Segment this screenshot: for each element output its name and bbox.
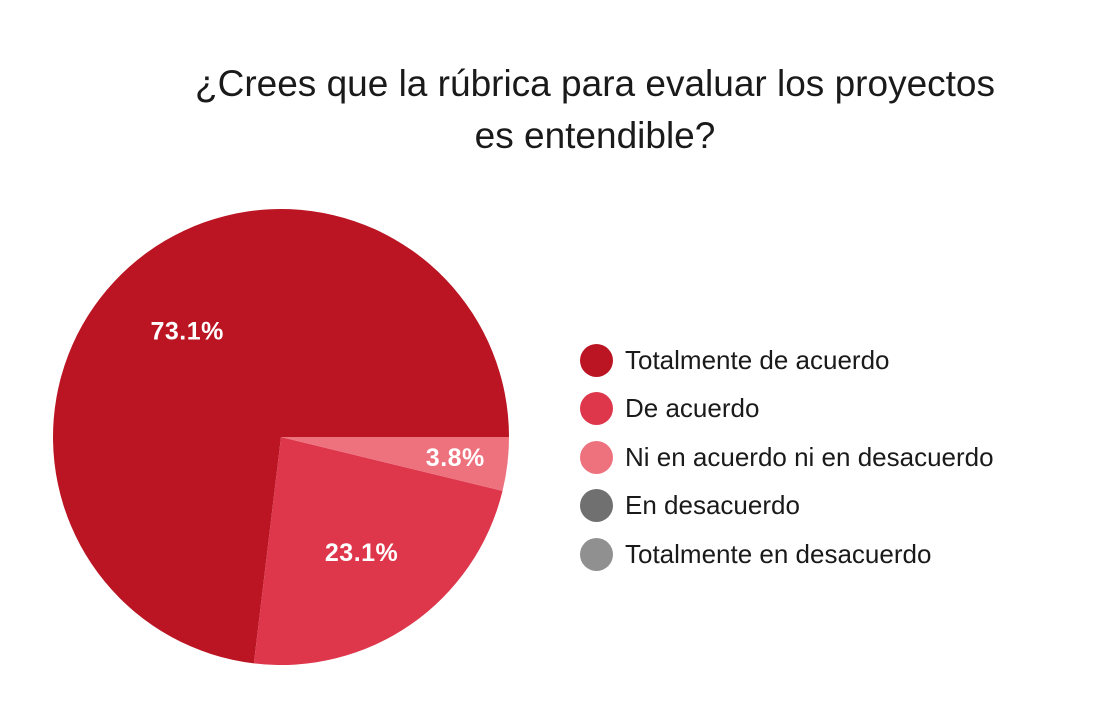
- legend-item-de-acuerdo: De acuerdo: [580, 385, 994, 434]
- pie-slice-de-acuerdo: [253, 437, 503, 666]
- legend-swatch: [580, 392, 613, 426]
- pie-slice-ni-en-acuerdo-ni-en-desacuerdo: [281, 437, 509, 491]
- legend-item-totalmente-de-acuerdo: Totalmente de acuerdo: [580, 336, 994, 385]
- pie-slice-label-de-acuerdo: 23.1%: [325, 539, 398, 567]
- legend-label: Totalmente de acuerdo: [625, 344, 890, 375]
- legend-swatch: [580, 489, 613, 523]
- legend-item-en-desacuerdo: En desacuerdo: [580, 482, 994, 531]
- legend-swatch: [580, 440, 613, 474]
- legend-label: Totalmente en desacuerdo: [625, 538, 932, 569]
- chart-title: ¿Crees que la rúbrica para evaluar los p…: [120, 58, 1070, 162]
- chart-title-line-2: es entendible?: [474, 115, 716, 156]
- legend-label: En desacuerdo: [625, 490, 800, 521]
- pie-slice-label-totalmente-de-acuerdo: 73.1%: [151, 317, 224, 345]
- pie-chart: 73.1% 23.1% 3.8%: [53, 209, 510, 666]
- legend-label: De acuerdo: [625, 393, 760, 424]
- legend-item-totalmente-en-desacuerdo: Totalmente en desacuerdo: [580, 530, 994, 579]
- legend-item-ni-en-acuerdo-ni-en-desacuerdo: Ni en acuerdo ni en desacuerdo: [580, 433, 994, 482]
- legend-label: Ni en acuerdo ni en desacuerdo: [625, 441, 994, 472]
- legend-swatch: [580, 343, 613, 377]
- pie-slice-label-ni-en-acuerdo-ni-en-desacuerdo: 3.8%: [426, 444, 485, 472]
- pie-slice-totalmente-de-acuerdo: [53, 209, 510, 664]
- chart-title-line-1: ¿Crees que la rúbrica para evaluar los p…: [195, 63, 995, 104]
- legend: Totalmente de acuerdo De acuerdo Ni en a…: [580, 336, 994, 579]
- legend-swatch: [580, 537, 613, 571]
